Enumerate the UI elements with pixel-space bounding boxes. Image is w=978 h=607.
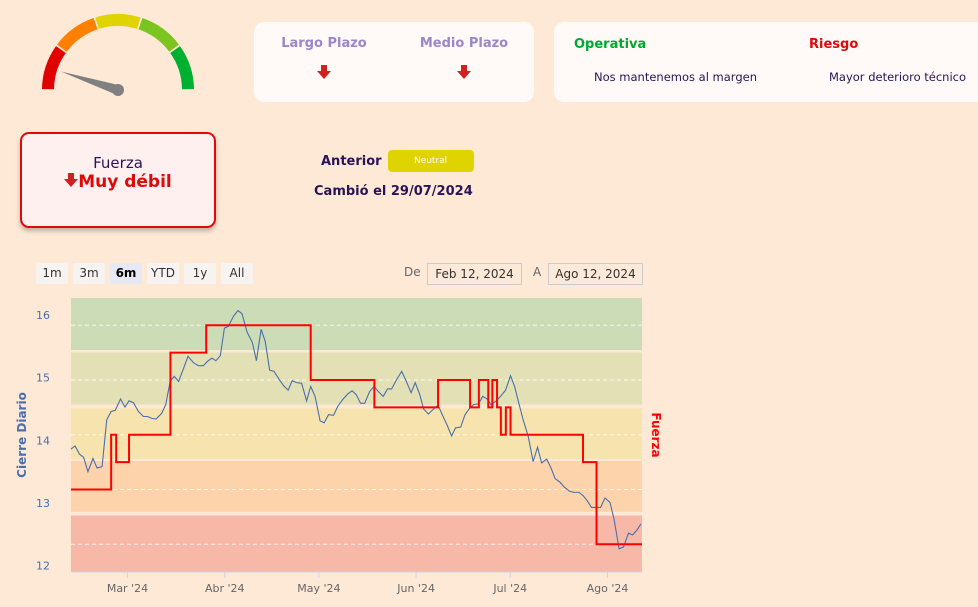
riesgo-text: Mayor deterioro técnico — [829, 70, 967, 84]
fuerza-label: Fuerza — [93, 154, 143, 172]
from-label: De — [404, 265, 421, 279]
gauge-segment — [57, 18, 98, 52]
from-date-input[interactable]: Feb 12, 2024 — [427, 263, 522, 285]
y-tick-label: 14 — [36, 434, 50, 447]
previous-label: Anterior — [321, 153, 382, 169]
arrow-down-icon — [317, 65, 331, 79]
fuerza-box: Fuerza Muy débil — [20, 132, 216, 228]
x-tick-label: Ago '24 — [587, 582, 629, 595]
arrow-down-icon — [64, 173, 79, 187]
range-button-ytd[interactable]: YTD — [147, 263, 179, 284]
x-tick-label: May '24 — [297, 582, 340, 595]
gauge-segment — [170, 46, 194, 90]
strength-band — [71, 298, 642, 351]
gauge-hub — [112, 84, 124, 96]
strength-band — [71, 461, 642, 512]
previous-status: Anterior Neutral — [321, 150, 474, 172]
riesgo-title: Riesgo — [809, 37, 859, 52]
operativa-title: Operativa — [574, 37, 647, 52]
horizon-label: Medio Plazo — [419, 36, 509, 51]
previous-badge: Neutral — [387, 150, 474, 172]
gauge-needle — [60, 71, 120, 95]
fuerza-step-line — [71, 324, 642, 546]
fuerza-value: Muy débil — [78, 172, 172, 192]
x-tick-label: Mar '24 — [107, 582, 148, 595]
horizon-card: Largo Plazo Medio Plazo — [254, 22, 534, 102]
gauge-segment — [95, 14, 141, 29]
to-label: A — [533, 265, 542, 279]
operativa-text: Nos mantenemos al margen — [594, 70, 757, 84]
to-date-input[interactable]: Ago 12, 2024 — [548, 263, 643, 285]
range-button-6m[interactable]: 6m — [110, 263, 142, 284]
range-button-3m[interactable]: 3m — [73, 263, 105, 284]
horizon-label: Largo Plazo — [281, 36, 367, 51]
range-button-1m[interactable]: 1m — [36, 263, 68, 284]
strength-band — [71, 515, 642, 572]
y-axis-title: Cierre Diario — [15, 392, 29, 478]
arrow-down-icon — [457, 65, 471, 79]
gauge-segment — [138, 18, 179, 52]
x-tick-label: Abr '24 — [205, 582, 245, 595]
strength-gauge — [42, 14, 194, 96]
strength-band — [71, 408, 642, 460]
close-price-line — [70, 309, 642, 550]
changed-date: Cambió el 29/07/2024 — [314, 184, 473, 199]
y-tick-label: 12 — [36, 560, 50, 573]
y-tick-label: 16 — [36, 309, 50, 322]
operation-card: Operativa Nos mantenemos al margen Riesg… — [554, 22, 978, 102]
range-button-all[interactable]: All — [221, 263, 253, 284]
x-tick-label: Jul '24 — [492, 582, 527, 595]
y2-axis-title: Fuerza — [649, 412, 663, 457]
gauge-segment — [42, 46, 66, 90]
x-tick-label: Jun '24 — [396, 582, 435, 595]
strength-band — [71, 352, 642, 405]
y-tick-label: 13 — [36, 497, 50, 510]
y-tick-label: 15 — [36, 372, 50, 385]
horizon-medium-term: Medio Plazo — [404, 36, 524, 79]
horizon-long-term: Largo Plazo — [264, 36, 384, 79]
range-button-1y[interactable]: 1y — [184, 263, 216, 284]
